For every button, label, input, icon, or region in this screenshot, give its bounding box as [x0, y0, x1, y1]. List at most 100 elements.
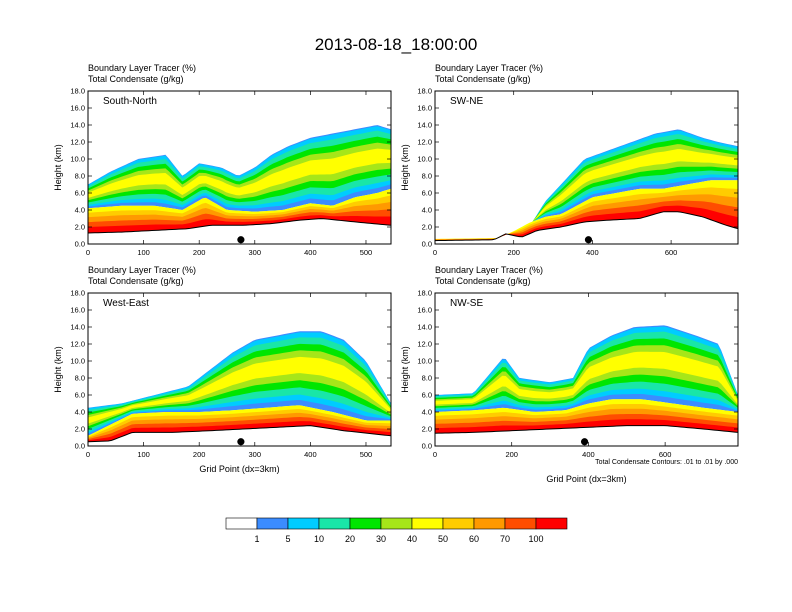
colorbar-swatch: [473, 517, 506, 530]
colorbar: 1 5 10 20 30 40 50 60 70 100: [225, 517, 568, 544]
x-tick-label: 200: [507, 248, 520, 257]
y-tick-label: 2.0: [75, 425, 85, 434]
x-tick-label: 400: [304, 248, 317, 257]
y-tick-label: 0.0: [422, 240, 432, 249]
y-axis-label: Height (km): [400, 144, 410, 191]
x-tick-label: 500: [360, 248, 373, 257]
y-tick-label: 12.0: [417, 138, 432, 147]
y-tick-label: 18.0: [417, 87, 432, 96]
x-tick-label: 300: [249, 248, 262, 257]
figure-title: 2013-08-18_18:00:00: [315, 35, 478, 54]
y-tick-label: 6.0: [75, 189, 85, 198]
subtitle-tracer: Boundary Layer Tracer (%): [88, 265, 196, 275]
y-tick-label: 16.0: [70, 306, 85, 315]
terrain-line: [88, 218, 391, 234]
y-tick-label: 8.0: [75, 172, 85, 181]
colorbar-swatch: [287, 517, 320, 530]
colorbar-swatch: [535, 517, 568, 530]
panel-sw-ne: 0.0 2.0 4.0 6.0 8.0 10.0 12.0 14.0 16.0 18.0 0 200 4…: [400, 63, 739, 257]
y-tick-label: 18.0: [70, 87, 85, 96]
panel-west-east: 0.0 2.0 4.0 6.0 8.0 10.0 12.0 14.0 16.0 18.0 0 100 2…: [53, 265, 392, 474]
location-marker: [580, 438, 589, 446]
colorbar-swatch: [225, 517, 258, 530]
y-tick-label: 2.0: [422, 425, 432, 434]
y-tick-label: 0.0: [75, 240, 85, 249]
subtitle-condensate: Total Condensate (g/kg): [88, 74, 184, 84]
colorbar-label: 100: [528, 534, 543, 544]
subtitle-tracer: Boundary Layer Tracer (%): [435, 63, 543, 73]
panel-label: NW-SE: [450, 298, 483, 309]
y-tick-label: 12.0: [70, 340, 85, 349]
colorbar-swatch: [380, 517, 413, 530]
panels-group: 0.0 2.0 4.0 6.0 8.0 10.0 12.0 14.0 16.0 18.0 0 100 2…: [53, 63, 739, 484]
y-axis-label: Height (km): [400, 346, 410, 393]
plot-area: [88, 331, 391, 443]
colorbar-label: 50: [438, 534, 448, 544]
x-tick-label: 600: [665, 248, 678, 257]
colorbar-label: 70: [500, 534, 510, 544]
plot-area: [435, 325, 738, 434]
y-tick-label: 16.0: [417, 104, 432, 113]
x-tick-label: 200: [193, 248, 206, 257]
y-tick-label: 4.0: [422, 408, 432, 417]
colorbar-label: 10: [314, 534, 324, 544]
x-tick-label: 500: [360, 450, 373, 459]
x-tick-label: 400: [304, 450, 317, 459]
colorbar-label: 5: [285, 534, 290, 544]
cloud-layer-6: [88, 356, 391, 424]
colorbar-swatch: [349, 517, 382, 530]
cloud-layer-5: [88, 142, 391, 201]
cloud-layer-6: [435, 351, 738, 405]
subtitle-condensate: Total Condensate (g/kg): [88, 276, 184, 286]
subtitle-tracer: Boundary Layer Tracer (%): [88, 63, 196, 73]
plot-area: [88, 125, 391, 234]
y-tick-label: 18.0: [70, 289, 85, 298]
y-tick-label: 4.0: [75, 408, 85, 417]
subtitle-tracer: Boundary Layer Tracer (%): [435, 265, 543, 275]
x-tick-label: 0: [433, 450, 437, 459]
y-tick-label: 12.0: [417, 340, 432, 349]
colorbar-swatch: [318, 517, 351, 530]
x-tick-label: 200: [193, 450, 206, 459]
panel-label: SW-NE: [450, 96, 483, 107]
y-tick-label: 8.0: [422, 374, 432, 383]
colorbar-swatch: [504, 517, 537, 530]
colorbar-label: 30: [376, 534, 386, 544]
y-tick-label: 8.0: [422, 172, 432, 181]
x-tick-label: 100: [137, 248, 150, 257]
colorbar-label: 40: [407, 534, 417, 544]
plot-frame: [434, 292, 739, 447]
y-tick-label: 6.0: [422, 391, 432, 400]
y-tick-label: 2.0: [422, 223, 432, 232]
y-axis-label: Height (km): [53, 144, 63, 191]
x-tick-label: 400: [586, 248, 599, 257]
y-tick-label: 4.0: [422, 206, 432, 215]
panel-label: South-North: [103, 96, 157, 107]
y-tick-label: 6.0: [422, 189, 432, 198]
location-marker: [584, 236, 593, 244]
cloud-layer-5: [435, 144, 738, 239]
location-marker: [237, 236, 245, 244]
y-tick-label: 16.0: [70, 104, 85, 113]
x-tick-label: 400: [582, 450, 595, 459]
panel-south-north: 0.0 2.0 4.0 6.0 8.0 10.0 12.0 14.0 16.0 18.0 0 100 2…: [53, 63, 392, 257]
x-tick-label: 300: [249, 450, 262, 459]
contour-note: Total Condensate Contours: .01 to .01 by…: [595, 459, 738, 466]
y-tick-label: 14.0: [417, 323, 432, 332]
colorbar-label: 20: [345, 534, 355, 544]
y-axis-label: Height (km): [53, 346, 63, 393]
colorbar-swatch: [442, 517, 475, 530]
x-axis-label: Grid Point (dx=3km): [199, 464, 279, 474]
x-tick-label: 200: [505, 450, 518, 459]
x-tick-label: 600: [659, 450, 672, 459]
y-tick-label: 16.0: [417, 306, 432, 315]
y-tick-label: 14.0: [70, 323, 85, 332]
subtitle-condensate: Total Condensate (g/kg): [435, 276, 531, 286]
x-tick-label: 0: [86, 450, 90, 459]
bl-layer-5: [435, 419, 738, 434]
x-tick-label: 100: [137, 450, 150, 459]
panel-label: West-East: [103, 298, 149, 309]
cloud-layer-6: [88, 148, 391, 198]
cloud-layer-6: [435, 149, 738, 239]
